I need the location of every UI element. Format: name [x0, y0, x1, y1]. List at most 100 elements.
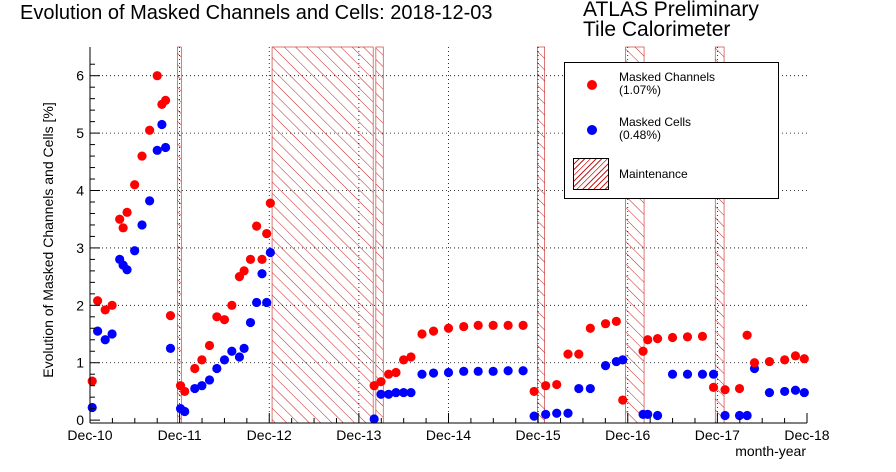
maintenance-band [375, 46, 384, 424]
x-tick-label: Dec-10 [67, 427, 112, 443]
y-axis-label: Evolution of Masked Channels and Cells [… [40, 102, 56, 378]
cells-point [742, 410, 752, 421]
cells-point [165, 343, 176, 353]
channels-point [137, 151, 147, 161]
channels-point [118, 223, 128, 233]
cells-point [720, 410, 730, 421]
cells-point [600, 360, 611, 371]
legend-cells-label: Masked Cells [619, 115, 692, 129]
cells-point [682, 369, 693, 379]
channels-point [115, 214, 125, 224]
channels-point [257, 254, 267, 264]
channels-point [239, 266, 249, 276]
channels-point [428, 326, 439, 336]
channels-point [265, 198, 275, 208]
channels-point [734, 383, 745, 394]
x-tick-label: Dec-16 [605, 427, 650, 443]
channels-point [682, 332, 693, 342]
cells-point [190, 383, 200, 394]
channels-point [574, 349, 584, 359]
channels-point [503, 320, 513, 331]
channels-point [145, 125, 155, 135]
cells-point [239, 343, 249, 353]
channels-point [93, 296, 103, 306]
cells-point [790, 385, 801, 395]
masked-cells-series [87, 119, 809, 424]
cells-point [145, 196, 155, 206]
channels-point [720, 385, 730, 395]
cells-point [130, 246, 140, 256]
cells-point [87, 402, 97, 413]
channels-point [518, 320, 528, 331]
legend: Masked Channels (1.07%) Masked Cells (0.… [564, 62, 779, 199]
channels-point [638, 346, 648, 356]
cells-point [391, 387, 401, 398]
channels-point [180, 386, 190, 397]
y-tick-label: 5 [76, 125, 84, 141]
chart-title: Evolution of Masked Channels and Cells: … [20, 2, 493, 24]
cells-point [406, 387, 416, 398]
legend-channels-value: (1.07%) [619, 83, 662, 97]
channels-point [152, 71, 162, 81]
channels-point [384, 369, 394, 379]
cells-point [100, 335, 110, 345]
cells-point [503, 366, 513, 376]
channels-point [443, 323, 454, 333]
cells-point [197, 381, 207, 391]
cells-point [257, 269, 267, 279]
channels-point [204, 340, 215, 351]
cells-point [262, 297, 272, 308]
channels-point [764, 356, 775, 367]
channels-point [708, 382, 719, 393]
y-tick-label: 1 [76, 355, 84, 371]
cells-point [376, 389, 386, 399]
x-tick-label: Dec-11 [158, 427, 202, 443]
x-tick-label: Dec-12 [247, 427, 292, 443]
cells-point [529, 411, 539, 421]
channels-point [122, 207, 132, 217]
cells-point [585, 383, 595, 394]
channels-point [749, 358, 760, 368]
cells-point [541, 409, 551, 419]
channels-point [600, 319, 611, 329]
legend-cells-marker [587, 125, 597, 135]
channels-point [697, 331, 708, 341]
cells-point [552, 408, 562, 418]
channels-point [643, 335, 653, 345]
atlas-label: ATLAS Preliminary [583, 0, 759, 21]
cells-point [219, 355, 230, 365]
cells-point [245, 317, 256, 328]
cells-point [764, 387, 775, 398]
y-tick-label: 2 [76, 297, 84, 313]
x-tick-label: Dec-13 [336, 427, 381, 443]
cells-point [152, 145, 162, 155]
cells-point [180, 406, 190, 417]
channels-point [245, 254, 256, 264]
cells-point [369, 414, 379, 424]
channels-point [376, 377, 386, 387]
channels-point [262, 228, 272, 239]
cells-point [398, 387, 409, 398]
cells-point [157, 119, 167, 130]
cells-point [443, 367, 454, 378]
cells-point [227, 346, 237, 356]
y-tick-label: 4 [76, 183, 84, 199]
channels-point [742, 330, 752, 340]
y-tick-label: 6 [76, 68, 84, 84]
x-tick-label: Dec-17 [695, 427, 740, 443]
cells-point [107, 329, 117, 339]
cells-point [643, 409, 653, 419]
cells-point [473, 366, 483, 376]
legend-maintenance-swatch [573, 158, 609, 190]
x-tick-label: Dec-18 [784, 427, 829, 443]
cells-point [574, 383, 584, 394]
legend-maintenance-label: Maintenance [619, 167, 688, 181]
channels-point [212, 312, 222, 322]
x-tick-label: Dec-15 [516, 427, 561, 443]
channels-point [459, 321, 469, 332]
channels-point [406, 352, 416, 362]
atlas-sublabel: Tile Calorimeter [583, 18, 731, 41]
channels-point [667, 332, 678, 343]
cells-point [667, 369, 678, 379]
cells-point [459, 366, 469, 376]
